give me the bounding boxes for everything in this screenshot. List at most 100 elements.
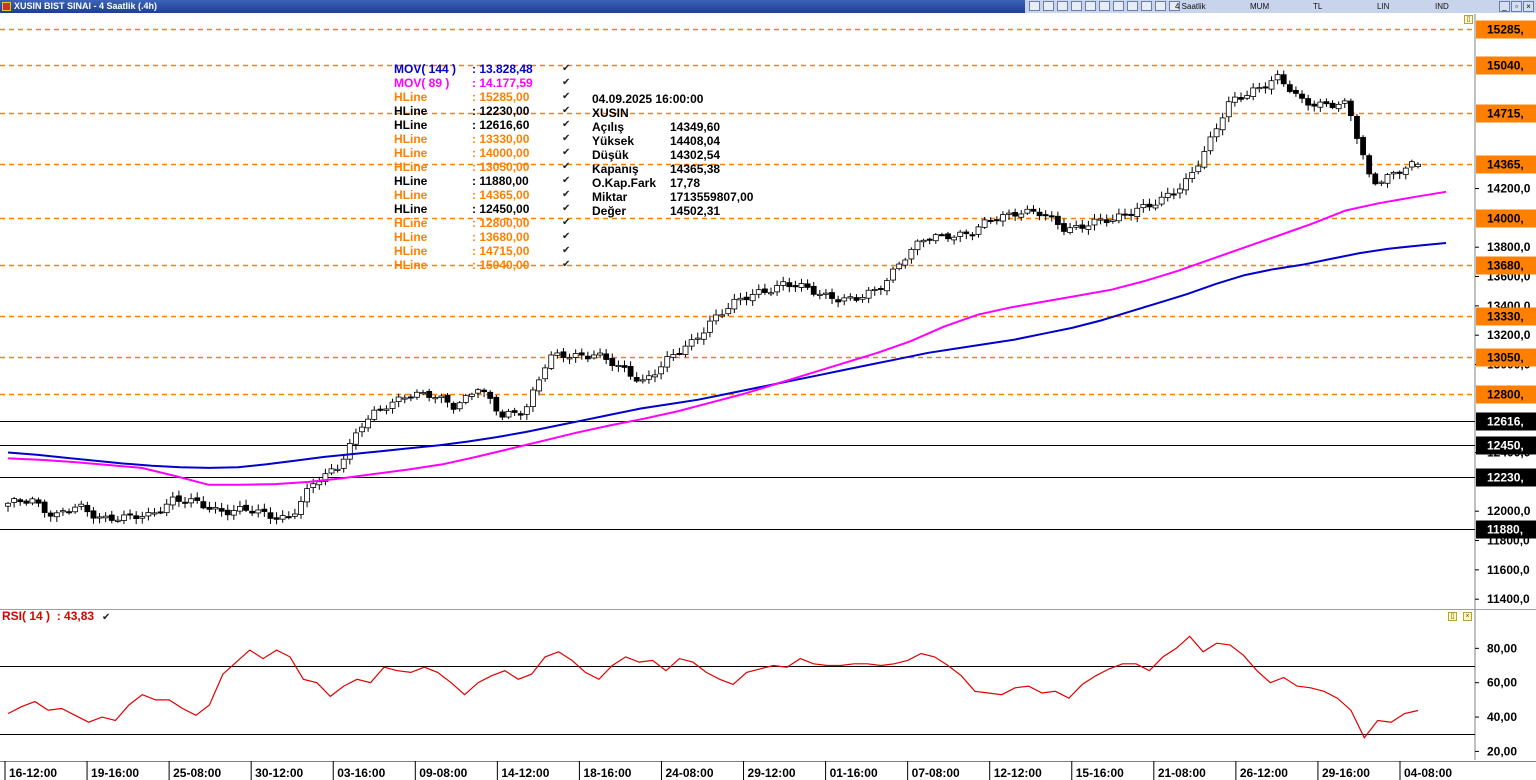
candle-body: [1091, 218, 1098, 226]
restore-icon[interactable]: ▫: [1511, 1, 1522, 12]
toolbar-menu-2[interactable]: TL: [1313, 2, 1323, 11]
candle-body: [1390, 172, 1397, 175]
info-key: Kapanış: [592, 162, 639, 176]
price-panel-menu-icon[interactable]: ▯: [1464, 15, 1473, 24]
toolbar-menu-1[interactable]: MUM: [1250, 2, 1270, 11]
candle-body: [1250, 87, 1257, 97]
candle-body: [1360, 136, 1366, 156]
hline-price-tag: [1476, 468, 1536, 487]
legend-value: : 13.828,48: [472, 62, 533, 76]
candle-body: [133, 515, 140, 519]
candle-body: [542, 367, 549, 380]
rsi-line: [7, 635, 1419, 739]
candle-body: [823, 292, 829, 295]
x-tick-label: 29-12:00: [748, 766, 796, 780]
candle-body: [169, 496, 176, 506]
hline-price-tag: [1476, 348, 1536, 367]
legend-name: HLine: [394, 90, 428, 104]
toolbar-menu-4[interactable]: IND: [1435, 2, 1449, 11]
refresh-icon[interactable]: [1155, 1, 1166, 11]
hline-price-tag: [1476, 256, 1536, 275]
print-icon[interactable]: [1169, 1, 1180, 11]
candle-body: [792, 285, 799, 288]
candle-body: [1256, 87, 1263, 90]
legend-visible-check-icon[interactable]: ✔: [562, 259, 571, 270]
legend-value: : 14365,00: [472, 188, 530, 202]
candle-body: [1024, 208, 1031, 214]
candle-body: [1109, 219, 1116, 222]
legend-visible-check-icon[interactable]: ✔: [562, 77, 571, 88]
candle-body: [1286, 84, 1293, 92]
legend-visible-check-icon[interactable]: ✔: [562, 203, 571, 214]
candle-body: [1219, 117, 1226, 131]
candle-body: [1030, 208, 1037, 212]
info-key: Yüksek: [592, 134, 635, 148]
candle-body: [194, 497, 201, 501]
legend-visible-check-icon[interactable]: ✔: [562, 147, 571, 158]
candle-body: [1146, 203, 1153, 208]
candle-body: [66, 511, 72, 514]
table-icon[interactable]: [1141, 1, 1152, 11]
x-tick-label: 01-16:00: [830, 766, 878, 780]
legend-value: : 11880,00: [472, 174, 529, 188]
legend-visible-check-icon[interactable]: ✔: [562, 245, 571, 256]
candle-body: [1152, 204, 1159, 209]
legend-visible-check-icon[interactable]: ✔: [562, 105, 571, 116]
rsi-panel-close-icon[interactable]: ×: [1463, 612, 1472, 621]
rsi-panel-restore-icon[interactable]: ▯: [1448, 612, 1457, 621]
line-icon[interactable]: [1057, 1, 1068, 11]
legend-visible-check-icon[interactable]: ✔: [562, 119, 571, 130]
minimize-icon[interactable]: _: [1499, 1, 1510, 12]
settings-icon[interactable]: [1127, 1, 1138, 11]
legend-visible-check-icon[interactable]: ✔: [562, 91, 571, 102]
zoom-icon[interactable]: [1071, 1, 1082, 11]
legend-visible-check-icon[interactable]: ✔: [562, 217, 571, 228]
candle-body: [328, 468, 335, 474]
hline-price-label: 11880,: [1487, 523, 1523, 537]
cursor-icon[interactable]: [1029, 1, 1040, 11]
candles: [5, 70, 1421, 525]
candle-body: [945, 233, 951, 240]
toolbar-menu-3[interactable]: LIN: [1377, 2, 1390, 11]
candle-body: [615, 364, 622, 367]
rsi-name: RSI( 14 ): [2, 609, 51, 623]
candle-body: [920, 239, 927, 243]
legend-visible-check-icon[interactable]: ✔: [562, 161, 571, 172]
candle-body: [334, 468, 341, 471]
candle-body: [1140, 204, 1147, 209]
legend-visible-check-icon[interactable]: ✔: [562, 175, 571, 186]
close-icon[interactable]: ×: [1523, 1, 1534, 12]
legend-visible-check-icon[interactable]: ✔: [562, 189, 571, 200]
rsi-visible-check-icon[interactable]: ✔: [102, 612, 111, 623]
candle-body: [365, 418, 372, 429]
candle-body: [1170, 193, 1177, 196]
toolbar-menu-0[interactable]: 4 Saatlik: [1175, 2, 1206, 11]
candle-body: [304, 488, 310, 503]
color-icon[interactable]: [1099, 1, 1110, 11]
candle-body: [1067, 227, 1073, 233]
candle-body: [890, 268, 896, 281]
candle-body: [932, 234, 939, 242]
candle-body: [1311, 103, 1318, 107]
legend-name: HLine: [394, 188, 428, 202]
pencil-icon[interactable]: [1043, 1, 1054, 11]
candle-body: [291, 513, 298, 517]
grid-icon[interactable]: [1085, 1, 1096, 11]
candle-body: [603, 353, 610, 360]
pin-icon[interactable]: [1113, 1, 1124, 11]
x-tick-label: 18-16:00: [583, 766, 631, 780]
candle-body: [652, 374, 658, 378]
legend-name: HLine: [394, 258, 428, 272]
legend-visible-check-icon[interactable]: ✔: [562, 133, 571, 144]
candle-body: [566, 357, 573, 360]
info-key: O.Kap.Fark: [592, 176, 657, 190]
panel-separator[interactable]: [0, 609, 1536, 610]
legend-visible-check-icon[interactable]: ✔: [562, 63, 571, 74]
candle-body: [1262, 86, 1269, 89]
hline-price-tag: [1476, 520, 1536, 539]
candle-body: [664, 356, 671, 368]
candle-body: [1134, 207, 1141, 218]
candle-body: [230, 510, 237, 516]
legend-visible-check-icon[interactable]: ✔: [562, 231, 571, 242]
